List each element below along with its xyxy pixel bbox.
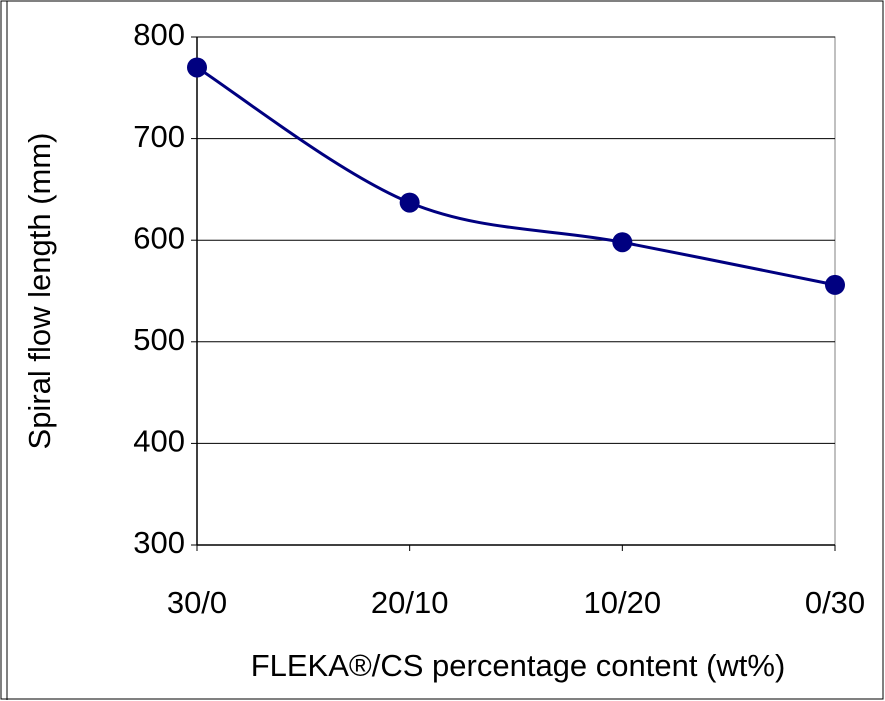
y-tick-label: 500 — [133, 322, 185, 357]
y-tick-label: 600 — [133, 220, 185, 255]
x-tick-label: 20/10 — [371, 585, 449, 620]
x-tick-label: 0/30 — [805, 585, 865, 620]
data-point — [187, 57, 207, 78]
y-tick-label: 300 — [133, 525, 185, 560]
x-tick-label: 10/20 — [584, 585, 662, 620]
data-point — [825, 274, 845, 295]
data-point — [612, 232, 633, 253]
y-tick-label: 800 — [133, 17, 185, 52]
data-point — [399, 192, 420, 213]
y-axis-label: Spiral flow length (mm) — [22, 133, 57, 450]
x-tick-label: 30/0 — [167, 585, 227, 620]
y-tick-label: 700 — [133, 119, 185, 154]
x-axis-label: FLEKA®/CS percentage content (wt%) — [251, 648, 786, 683]
y-tick-label: 400 — [133, 424, 185, 459]
series-line — [196, 66, 836, 287]
plot-area — [196, 36, 836, 546]
